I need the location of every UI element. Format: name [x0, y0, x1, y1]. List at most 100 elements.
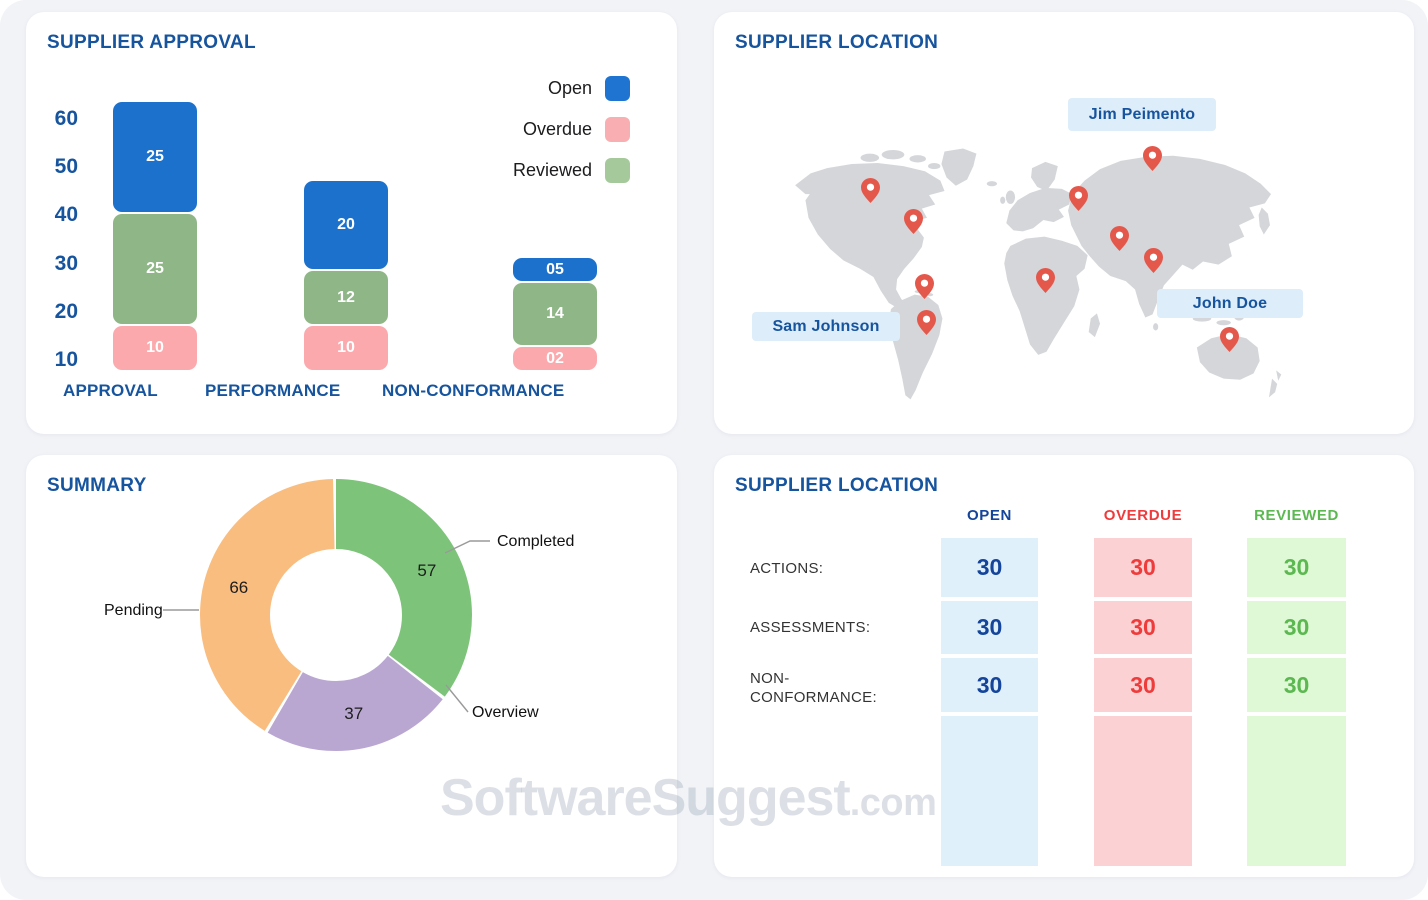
y-axis-tick: 50	[54, 155, 78, 179]
cell-value: 30	[976, 554, 1003, 580]
table-cell-assessments-open: 30	[941, 601, 1038, 654]
bar-segment-reviewed: 14	[513, 283, 597, 345]
legend-item-open: Open	[513, 76, 630, 101]
y-axis-tick: 10	[54, 347, 78, 371]
table-column-reviewed: 30 30 30	[1247, 455, 1346, 877]
bar-segment-open: 05	[513, 258, 597, 281]
cell-value: 30	[1130, 554, 1156, 580]
map-pin-icon[interactable]	[915, 274, 934, 299]
table-column-open: 30 30 30	[941, 455, 1038, 877]
donut-slice-value: 57	[417, 560, 437, 580]
legend-label-reviewed: Reviewed	[512, 160, 592, 180]
cell-value: 30	[1283, 614, 1310, 640]
donut-callout-lines	[163, 540, 490, 713]
bar-chart-y-axis: 60 50 40 30 20 10	[40, 107, 78, 372]
cell-value: 30	[1283, 554, 1310, 580]
bar-chart-legend: Open Overdue Reviewed	[513, 76, 630, 199]
world-map: Jim Peimento John Doe Sam Johnson	[714, 12, 1414, 434]
supplier-location-table-title: SUPPLIER LOCATION	[735, 475, 939, 496]
map-label-sam-johnson: Sam Johnson	[752, 312, 900, 341]
bar-segment-value: 05	[546, 260, 564, 278]
world-map-illustration	[795, 148, 1282, 400]
y-axis-tick: 30	[54, 251, 78, 275]
table-cell-nonconformance-overdue: 30	[1094, 658, 1192, 712]
bar-segment-value: 10	[146, 339, 164, 356]
bar-segment-value: 12	[337, 288, 355, 306]
table-cell-actions-reviewed: 30	[1247, 538, 1346, 597]
legend-swatch-reviewed	[605, 158, 630, 183]
bar-segment-value: 10	[337, 339, 355, 356]
legend-label-open: Open	[547, 78, 592, 98]
map-label-text: Jim Peimento	[1088, 105, 1196, 123]
summary-title: SUMMARY	[47, 475, 147, 496]
row-label-assessments: ASSESSMENTS:	[750, 619, 871, 636]
map-pin-icon[interactable]	[1143, 146, 1162, 171]
bar-category-label: PERFORMANCE	[205, 381, 341, 400]
bar-segment-overdue: 10	[304, 326, 388, 370]
table-cell-empty-overdue	[1094, 716, 1192, 866]
cell-value: 30	[1283, 671, 1310, 698]
table-cell-empty-reviewed	[1247, 716, 1346, 866]
donut-slice-value: 66	[229, 577, 249, 597]
map-pin-icon[interactable]	[904, 209, 923, 234]
table-cell-assessments-overdue: 30	[1094, 601, 1192, 654]
bar-category-label: NON-CONFORMANCE	[382, 381, 565, 400]
map-label-text: John Doe	[1192, 294, 1268, 312]
table-cell-nonconformance-open: 30	[941, 658, 1038, 712]
supplier-approval-title: SUPPLIER APPROVAL	[47, 32, 256, 53]
bar-segment-overdue: 10	[113, 326, 197, 370]
map-pin-icon[interactable]	[917, 310, 936, 335]
donut-label-pending: Pending	[104, 602, 163, 619]
donut-chart	[200, 479, 472, 751]
legend-item-overdue: Overdue	[513, 117, 630, 142]
bar-segment-value: 25	[146, 260, 164, 277]
y-axis-tick: 20	[54, 299, 78, 323]
bar-segment-open: 25	[113, 102, 197, 212]
donut-slice-value: 37	[344, 704, 364, 724]
table-cell-nonconformance-reviewed: 30	[1247, 658, 1346, 712]
bar-segment-value: 25	[146, 148, 164, 165]
bar-segment-reviewed: 25	[113, 214, 197, 324]
row-label-actions: ACTIONS:	[750, 560, 824, 577]
bar-segment-reviewed: 12	[304, 271, 388, 324]
bar-segment-open: 20	[304, 181, 388, 269]
table-cell-actions-overdue: 30	[1094, 538, 1192, 597]
map-pin-icon[interactable]	[1220, 327, 1239, 352]
table-cell-assessments-reviewed: 30	[1247, 601, 1346, 654]
summary-panel: SUMMARY 57 37 66 Completed Pending Overvie…	[26, 455, 677, 877]
donut-slice-overview	[200, 479, 472, 751]
table-cell-empty-open	[941, 716, 1038, 866]
donut-slice-completed	[200, 479, 472, 751]
map-pin-icon[interactable]	[1036, 268, 1055, 293]
supplier-location-map-title: SUPPLIER LOCATION	[735, 32, 939, 53]
supplier-location-table-panel: SUPPLIER LOCATION OPEN OVERDUE REVIEWED …	[714, 455, 1414, 877]
donut-slice-pending	[200, 479, 472, 751]
column-header-open: OPEN	[967, 507, 1012, 524]
supplier-approval-panel: SUPPLIER APPROVAL 60 50 40 30 20 10 10 25 25 10 1…	[26, 12, 677, 434]
supplier-location-map-panel: SUPPLIER LOCATION	[714, 12, 1414, 434]
map-pin-icon[interactable]	[1069, 186, 1088, 211]
table-cell-actions-open: 30	[941, 538, 1038, 597]
map-pin-icon[interactable]	[861, 178, 880, 203]
map-label-jim-peimento: Jim Peimento	[1068, 98, 1216, 131]
legend-label-overdue: Overdue	[522, 119, 592, 139]
y-axis-tick: 40	[54, 203, 78, 227]
table-column-overdue: 30 30 30	[1094, 455, 1192, 877]
bar-segment-value: 02	[546, 349, 564, 367]
donut-label-completed: Completed	[497, 533, 575, 550]
bar-segment-overdue: 02	[513, 347, 597, 370]
column-header-reviewed: REVIEWED	[1254, 507, 1339, 524]
bar-category-label: APPROVAL	[63, 381, 158, 400]
map-pin-icon[interactable]	[1110, 226, 1129, 251]
y-axis-tick: 60	[54, 107, 78, 130]
map-label-text: Sam Johnson	[772, 317, 880, 335]
cell-value: 30	[1130, 671, 1156, 698]
donut-label-overview: Overview	[472, 704, 539, 721]
donut-value-labels: 57 37 66	[26, 455, 677, 877]
cell-value: 30	[1130, 614, 1156, 640]
cell-value: 30	[976, 671, 1003, 698]
map-label-john-doe: John Doe	[1157, 289, 1303, 318]
legend-swatch-overdue	[605, 117, 630, 142]
map-pin-icon[interactable]	[1144, 248, 1163, 273]
